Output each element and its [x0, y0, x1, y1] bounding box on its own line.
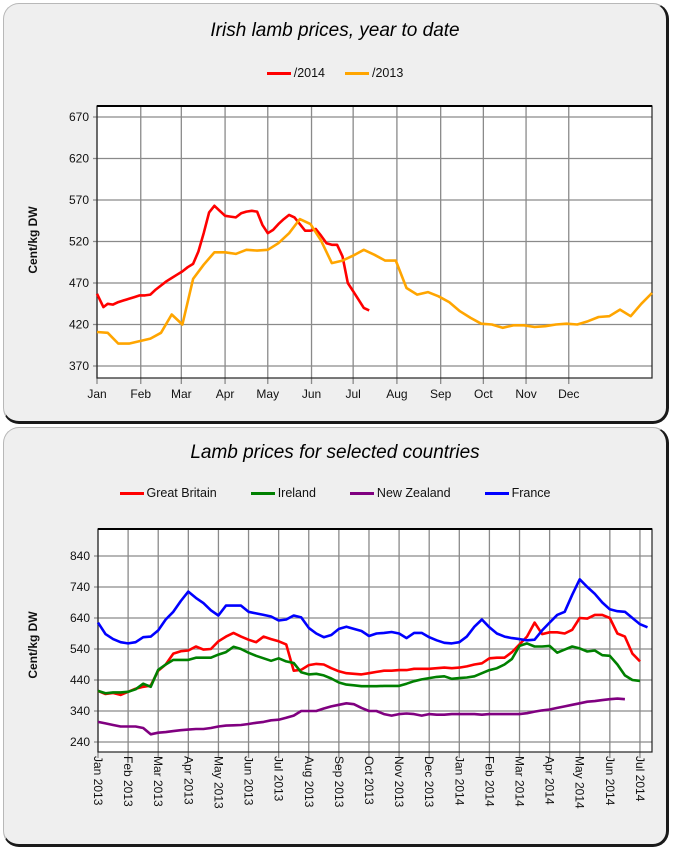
- bottom-chart-title: Lamb prices for selected countries: [190, 442, 480, 463]
- bottom-series-line-france: [96, 578, 648, 645]
- bottom-x-tick-label-jun-2013: Jun 2013: [242, 756, 256, 806]
- bottom-plot-area: [98, 529, 652, 752]
- top-x-tick-label-aug: Aug: [386, 387, 407, 401]
- legend-label-france: France: [511, 486, 551, 500]
- bottom-y-tick-label-240: 240: [70, 735, 90, 749]
- legend-swatch-france: [484, 491, 509, 495]
- top-series-line-2014: [95, 204, 370, 312]
- bottom-chart-plot: 240 340 440 540 640 740 840 Jan 2013 Feb 2013 Mar…: [26, 528, 653, 809]
- top-x-tick-label-jun: Jun: [302, 387, 321, 401]
- bottom-x-tick-label-apr-2014: Apr 2014: [543, 756, 557, 805]
- bottom-y-axis-label: Cent/kg DW: [26, 611, 40, 679]
- legend-item-2014: /2014: [266, 66, 325, 80]
- top-y-tick-label-570: 570: [69, 193, 89, 207]
- legend-label-2013: /2013: [372, 66, 404, 80]
- top-x-tick-label-jul: Jul: [345, 387, 360, 401]
- top-series-line-2013: [96, 217, 653, 345]
- top-x-tick-label-oct: Oct: [474, 387, 493, 401]
- legend-swatch-new-zealand: [349, 491, 374, 495]
- legend-swatch-2014: [266, 71, 291, 75]
- bottom-y-tick-label-740: 740: [70, 580, 90, 594]
- top-y-tick-label-620: 620: [69, 152, 89, 166]
- bottom-x-tick-label-nov-2013: Nov 2013: [392, 756, 406, 808]
- legend-label-new-zealand: New Zealand: [376, 486, 451, 500]
- top-y-tick-label-670: 670: [69, 110, 89, 124]
- legend-item-great-britain: Great Britain: [119, 486, 217, 500]
- bottom-x-tick-label-may-2014: May 2014: [573, 756, 587, 809]
- top-y-tick-label-470: 470: [69, 276, 89, 290]
- bottom-y-tick-label-540: 540: [70, 642, 90, 656]
- legend-item-2013: /2013: [345, 66, 403, 80]
- bottom-x-tick-label-jan-2014: Jan 2014: [452, 756, 466, 806]
- legend-label-2014: /2014: [293, 66, 325, 80]
- top-x-tick-label-may: May: [256, 387, 279, 401]
- top-x-tick-label-nov: Nov: [515, 387, 536, 401]
- bottom-y-tick-label-340: 340: [70, 704, 90, 718]
- bottom-x-tick-label-oct-2013: Oct 2013: [362, 756, 376, 805]
- legend-swatch-great-britain: [119, 491, 144, 495]
- top-y-tick-label-420: 420: [69, 318, 89, 332]
- bottom-x-tick-label-sep-2013: Sep 2013: [332, 756, 346, 808]
- top-x-tick-label-dec: Dec: [558, 387, 579, 401]
- bottom-x-tick-label-jan-2013: Jan 2013: [91, 756, 105, 806]
- legend-label-ireland: Ireland: [277, 486, 316, 500]
- top-x-tick-label-apr: Apr: [216, 387, 235, 401]
- top-x-tick-label-sep: Sep: [430, 387, 452, 401]
- legend-swatch-2013: [345, 71, 369, 75]
- top-y-axis-label: Cent/kg DW: [26, 206, 40, 274]
- top-x-tick-label-mar: Mar: [171, 387, 192, 401]
- bottom-series-line-great-britain: [97, 613, 641, 697]
- legend-swatch-ireland: [250, 491, 275, 495]
- legend-label-great-britain: Great Britain: [146, 486, 217, 500]
- bottom-x-tick-label-apr-2013: Apr 2013: [181, 756, 195, 805]
- bottom-x-tick-label-mar-2014: Mar 2014: [513, 756, 527, 807]
- top-y-tick-label-520: 520: [69, 235, 89, 249]
- bottom-x-tick-label-jul-2014: Jul 2014: [633, 756, 647, 802]
- bottom-chart-legend: Great Britain Ireland New Zealand France: [4, 486, 666, 500]
- bottom-x-tick-label-feb-2013: Feb 2013: [121, 756, 135, 807]
- bottom-x-tick-label-jun-2014: Jun 2014: [603, 756, 617, 806]
- bottom-x-tick-label-may-2013: May 2013: [211, 756, 225, 809]
- bottom-y-tick-label-640: 640: [70, 611, 90, 625]
- bottom-x-tick-label-mar-2013: Mar 2013: [151, 756, 165, 807]
- bottom-x-tick-label-feb-2014: Feb 2014: [482, 756, 496, 807]
- legend-item-ireland: Ireland: [250, 486, 316, 500]
- bottom-x-tick-label-jul-2013: Jul 2013: [272, 756, 286, 802]
- bottom-y-tick-label-440: 440: [70, 673, 90, 687]
- bottom-series-line-ireland: [97, 642, 641, 695]
- legend-item-france: France: [484, 486, 551, 500]
- top-x-tick-label-jan: Jan: [87, 387, 106, 401]
- top-chart-plot: 370 420 470 520 570 620 670 Jan Feb Mar Apr May Jun J…: [26, 105, 653, 401]
- top-x-tick-label-feb: Feb: [130, 387, 151, 401]
- legend-item-new-zealand: New Zealand: [349, 486, 451, 500]
- top-chart-legend: /2014 /2013: [4, 66, 666, 80]
- bottom-x-tick-label-aug-2013: Aug 2013: [302, 756, 316, 808]
- bottom-series-line-new-zealand: [97, 697, 626, 736]
- top-chart-title: Irish lamb prices, year to date: [210, 20, 460, 41]
- bottom-x-tick-label-dec-2013: Dec 2013: [422, 756, 436, 808]
- bottom-y-tick-label-840: 840: [70, 549, 90, 563]
- top-y-tick-label-370: 370: [69, 359, 89, 373]
